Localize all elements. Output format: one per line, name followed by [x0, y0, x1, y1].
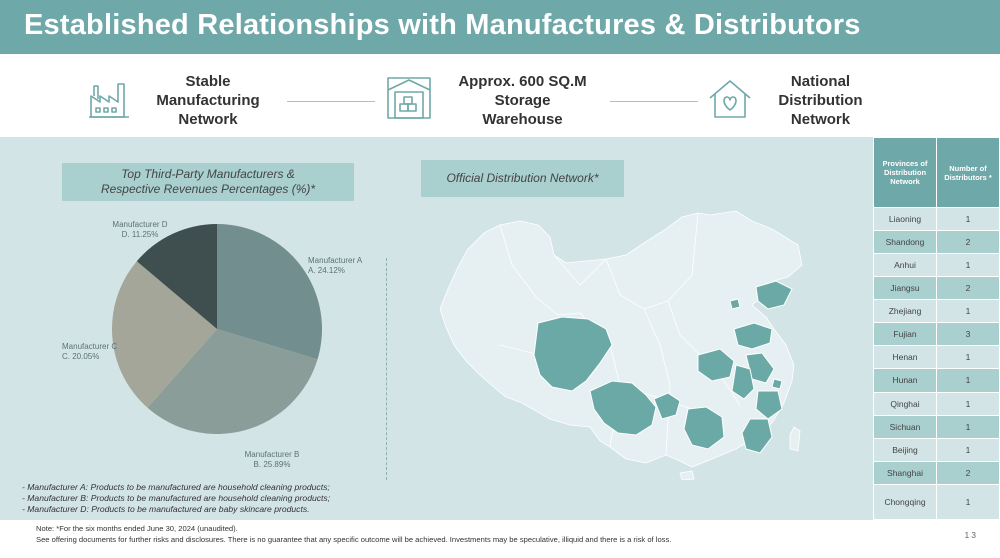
- note-item: - Manufacturer D: Products to be manufac…: [22, 504, 310, 514]
- map-region-qinghai: [533, 316, 613, 392]
- pie-chart: Manufacturer A A. 24.12% Manufacturer B B. …: [62, 220, 363, 469]
- table-row: Qinghai 1: [873, 391, 1000, 416]
- count-cell: 3: [936, 322, 1000, 347]
- count-cell: 1: [936, 437, 1000, 462]
- count-cell: 1: [936, 368, 1000, 393]
- column-header-count: Number of Distributors *: [936, 137, 1000, 208]
- province-cell: Anhui: [873, 253, 937, 278]
- notes-list: - Manufacturer A: Products to be manufac…: [22, 482, 330, 515]
- count-cell: 1: [936, 483, 1000, 521]
- table-row: Liaoning 1: [873, 206, 1000, 232]
- pie-label-manufacturer-b: Manufacturer B B. 25.89%: [245, 450, 300, 469]
- map-region-fujian: [741, 418, 773, 454]
- pie-slice-manufacturer-c: [112, 261, 217, 408]
- province-cell: Zhejiang: [873, 299, 937, 324]
- map-region-hainan: [679, 470, 695, 480]
- province-cell: Fujian: [873, 322, 937, 347]
- table-row: Anhui 1: [873, 253, 1000, 278]
- pie-label-manufacturer-a: Manufacturer A A. 24.12%: [308, 256, 363, 275]
- distribution-table: Provinces of Distribution Network Number…: [873, 137, 1000, 521]
- table-row: Jiangsu 2: [873, 276, 1000, 301]
- map-region-henan: [697, 348, 735, 382]
- map-region-shanghai: [771, 378, 783, 390]
- map-region-chongqing: [653, 392, 681, 420]
- count-cell: 1: [936, 345, 1000, 370]
- footer-note-line: Note: *For the six months ended June 30,…: [36, 524, 238, 533]
- map-region-zhejiang: [755, 390, 783, 420]
- connector-line: [610, 101, 698, 102]
- footer-note: Note: *For the six months ended June 30,…: [36, 523, 671, 545]
- map-title: Official Distribution Network*: [421, 160, 624, 197]
- note-item: - Manufacturer A: Products to be manufac…: [22, 482, 330, 492]
- page-number: 13: [964, 530, 978, 540]
- pie-slice-manufacturer-a: [217, 224, 322, 360]
- count-cell: 1: [936, 299, 1000, 324]
- map-region-beijing: [729, 298, 741, 310]
- count-cell: 2: [936, 460, 1000, 485]
- table-row: Henan 1: [873, 345, 1000, 370]
- table-row: Hunan 1: [873, 368, 1000, 393]
- map-highlighted-provinces: [533, 280, 793, 454]
- count-cell: 1: [936, 391, 1000, 416]
- map-region-shandong: [733, 322, 773, 350]
- connector-line: [287, 101, 375, 102]
- header-bar: Established Relationships with Manufactu…: [0, 0, 1000, 54]
- section-divider: [386, 258, 387, 480]
- table-row: Shandong 2: [873, 230, 1000, 255]
- footer-disclaimer: See offering documents for further risks…: [36, 535, 672, 544]
- province-cell: Shandong: [873, 230, 937, 255]
- table-row: Fujian 3: [873, 322, 1000, 347]
- province-cell: Sichuan: [873, 414, 937, 439]
- page-title: Established Relationships with Manufactu…: [24, 9, 861, 41]
- province-cell: Henan: [873, 345, 937, 370]
- count-cell: 2: [936, 276, 1000, 301]
- note-item: - Manufacturer B: Products to be manufac…: [22, 493, 331, 503]
- province-cell: Beijing: [873, 437, 937, 462]
- province-cell: Qinghai: [873, 391, 937, 416]
- house-heart-icon: [709, 80, 751, 118]
- feature-manufacturing: Stable Manufacturing Network: [156, 73, 260, 128]
- map-region-sichuan: [589, 380, 657, 436]
- table-row: Beijing 1: [873, 437, 1000, 462]
- count-cell: 1: [936, 414, 1000, 439]
- warehouse-icon: [387, 77, 431, 119]
- feature-distribution: National Distribution Network: [778, 73, 863, 128]
- china-map: [440, 210, 803, 480]
- pie-label-manufacturer-c: Manufacturer C C. 20.05%: [62, 342, 117, 361]
- pie-slice-manufacturer-d: [136, 224, 217, 329]
- table-row: Zhejiang 1: [873, 299, 1000, 324]
- map-region-taiwan: [789, 426, 801, 452]
- count-cell: 1: [936, 253, 1000, 278]
- table-row: Sichuan 1: [873, 414, 1000, 439]
- province-cell: Hunan: [873, 368, 937, 393]
- feature-warehouse: Approx. 600 SQ.M Storage Warehouse: [458, 73, 587, 128]
- count-cell: 1: [936, 206, 1000, 232]
- map-region-liaoning: [755, 280, 793, 310]
- table-row: Chongqing 1: [873, 483, 1000, 521]
- province-cell: Shanghai: [873, 460, 937, 485]
- map-region-hunan: [683, 406, 725, 450]
- province-cell: Liaoning: [873, 206, 937, 232]
- map-region-anhui: [731, 364, 755, 400]
- table-header-row: Provinces of Distribution Network Number…: [873, 137, 1000, 208]
- table-row: Shanghai 2: [873, 460, 1000, 485]
- factory-icon: [89, 83, 129, 118]
- pie-label-manufacturer-d: Manufacturer D D. 11.25%: [112, 220, 167, 239]
- pie-slice-manufacturer-b: [147, 329, 318, 434]
- count-cell: 2: [936, 230, 1000, 255]
- chart-title: Top Third-Party Manufacturers & Respecti…: [62, 163, 354, 201]
- column-header-province: Provinces of Distribution Network: [873, 137, 937, 208]
- province-cell: Chongqing: [873, 483, 937, 521]
- province-cell: Jiangsu: [873, 276, 937, 301]
